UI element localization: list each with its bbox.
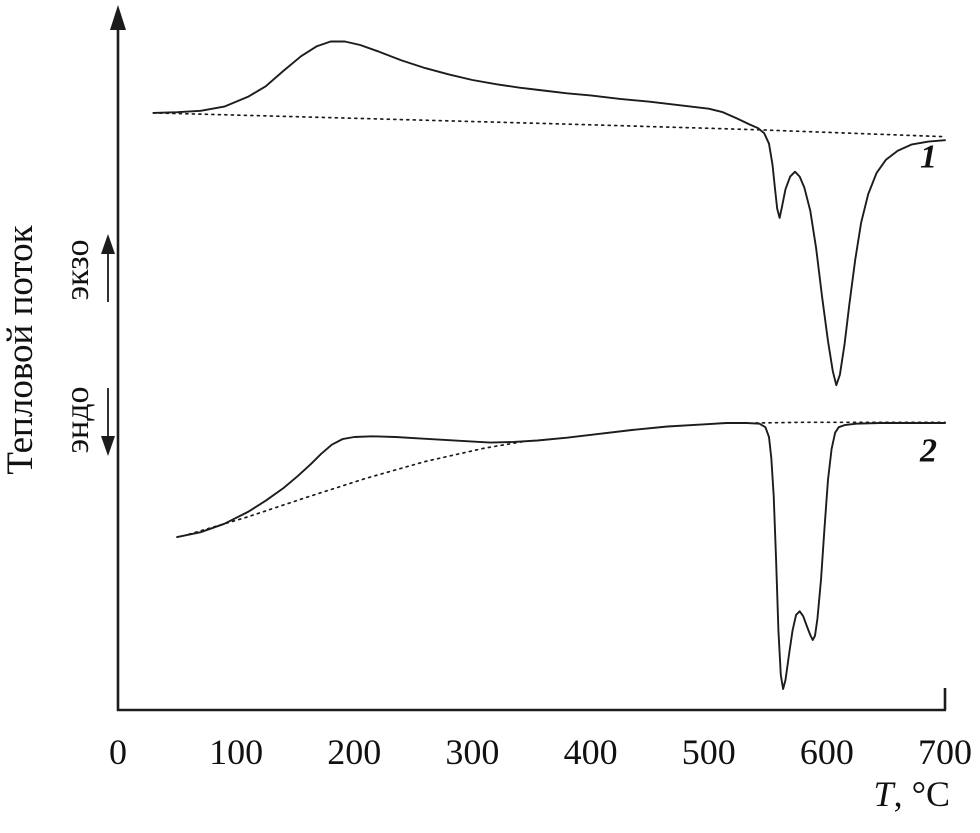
series-curve-2-baseline-end xyxy=(755,421,946,424)
x-axis-label-symbol: T xyxy=(874,774,897,814)
endo-down-arrow-icon xyxy=(101,388,115,456)
series-curve-1 xyxy=(152,40,946,387)
x-tick-label-500: 500 xyxy=(682,732,736,772)
x-tick-label-300: 300 xyxy=(445,732,499,772)
series-curve-1-baseline xyxy=(152,112,946,138)
y-axis-label: Тепловой поток xyxy=(0,224,41,474)
x-tick-label-400: 400 xyxy=(564,732,618,772)
x-tick-labels: 0 100 200 300 400 500 600 700 xyxy=(109,732,972,772)
x-tick-label-100: 100 xyxy=(209,732,263,772)
x-tick-label-200: 200 xyxy=(327,732,381,772)
x-tick-label-0: 0 xyxy=(109,732,127,772)
series-curve-2-baseline xyxy=(188,440,527,536)
x-axis xyxy=(117,688,947,712)
y-axis xyxy=(110,5,126,711)
endo-label: эндо xyxy=(59,386,96,453)
curves-layer xyxy=(152,40,946,690)
x-tick-label-700: 700 xyxy=(918,732,972,772)
x-axis-label: T, °C xyxy=(874,774,950,814)
x-axis-label-units: , °C xyxy=(894,774,950,814)
x-tick-label-600: 600 xyxy=(800,732,854,772)
curve-label-curve-2: 2 xyxy=(919,433,937,470)
curve-label-curve-1: 1 xyxy=(920,139,937,176)
exo-up-arrow-icon xyxy=(101,234,115,302)
curve-labels-layer: 12 xyxy=(919,139,937,470)
series-curve-2 xyxy=(176,422,946,690)
exo-label: экзо xyxy=(59,240,96,301)
y-axis-arrow-icon xyxy=(110,5,126,30)
